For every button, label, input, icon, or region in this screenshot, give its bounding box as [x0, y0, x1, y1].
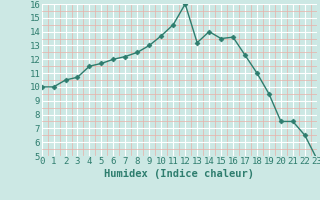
X-axis label: Humidex (Indice chaleur): Humidex (Indice chaleur)	[104, 169, 254, 179]
